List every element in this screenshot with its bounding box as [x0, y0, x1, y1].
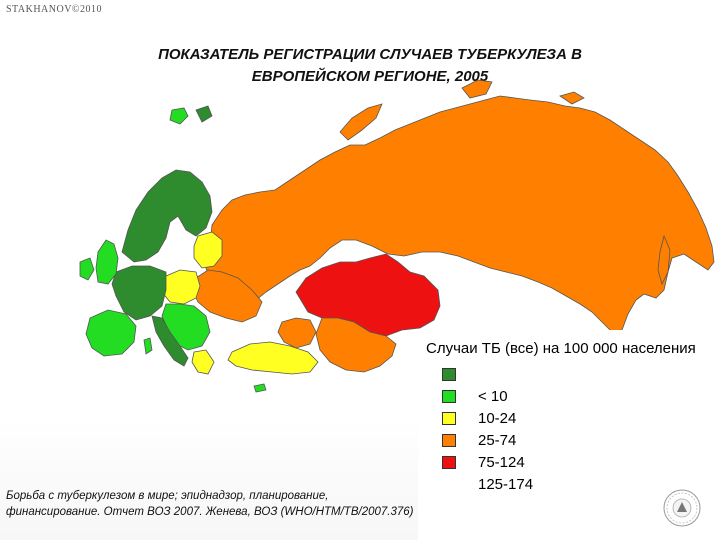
region-central-europe: [161, 269, 201, 305]
legend-swatch-dark-green: [442, 368, 456, 381]
region-iberia: [85, 309, 137, 357]
title-line-1: ПОКАЗАТЕЛЬ РЕГИСТРАЦИИ СЛУЧАЕВ ТУБЕРКУЛЕ…: [158, 46, 582, 63]
region-sardinia: [143, 337, 153, 355]
region-ukraine: [191, 269, 263, 323]
legend-label-4: 25-74: [478, 432, 517, 449]
legend-label-3: 10-24: [478, 410, 517, 427]
legend-swatch-yellow: [442, 412, 456, 425]
title-line-2: ЕВРОПЕЙСКОМ РЕГИОНЕ, 2005: [251, 68, 489, 85]
who-emblem-icon: [663, 489, 701, 527]
legend-row-5: 75-124: [442, 454, 642, 472]
legend-label-5: 75-124: [478, 454, 525, 471]
region-severnaya-zemlya: [461, 79, 493, 99]
region-central-asia: [315, 317, 397, 373]
region-svalbard: [195, 105, 213, 123]
region-sakhalin: [657, 234, 671, 286]
region-scandinavia: [121, 169, 213, 263]
legend-swatch-orange: [442, 434, 456, 447]
legend-label-2: < 10: [478, 388, 508, 405]
region-baltic: [193, 231, 223, 269]
region-caucasus: [277, 317, 317, 349]
legend-title: Случаи ТБ (все) на 100 000 населения: [426, 340, 696, 357]
region-greece: [191, 349, 215, 375]
legend-row-2: < 10: [442, 388, 642, 406]
region-russia: [204, 95, 715, 333]
watermark: STAKHANOV©2010: [6, 4, 103, 15]
region-uk: [95, 239, 119, 285]
legend-row-1: [442, 366, 642, 384]
source-backdrop: [0, 420, 420, 540]
map-title: ПОКАЗАТЕЛЬ РЕГИСТРАЦИИ СЛУЧАЕВ ТУБЕРКУЛЕ…: [90, 44, 650, 88]
region-italy: [151, 315, 189, 367]
legend-swatch-green: [442, 390, 456, 403]
region-western-europe: [111, 265, 167, 321]
legend-label-6: 125-174: [478, 476, 534, 493]
source-citation: Борьба с туберкулезом в мире; эпиднадзор…: [6, 490, 414, 518]
legend-row-3: 10-24: [442, 410, 642, 428]
legend-row-6: 125-174: [442, 476, 642, 494]
region-iceland: [169, 107, 189, 125]
region-new-siberian-islands: [559, 91, 585, 105]
region-cyprus: [253, 383, 267, 393]
region-novaya-zemlya: [339, 103, 383, 141]
region-kazakhstan: [295, 253, 441, 337]
region-ireland: [79, 257, 95, 281]
legend-row-4: 25-74: [442, 432, 642, 450]
region-turkey: [227, 341, 319, 375]
legend-swatch-red: [442, 456, 456, 469]
